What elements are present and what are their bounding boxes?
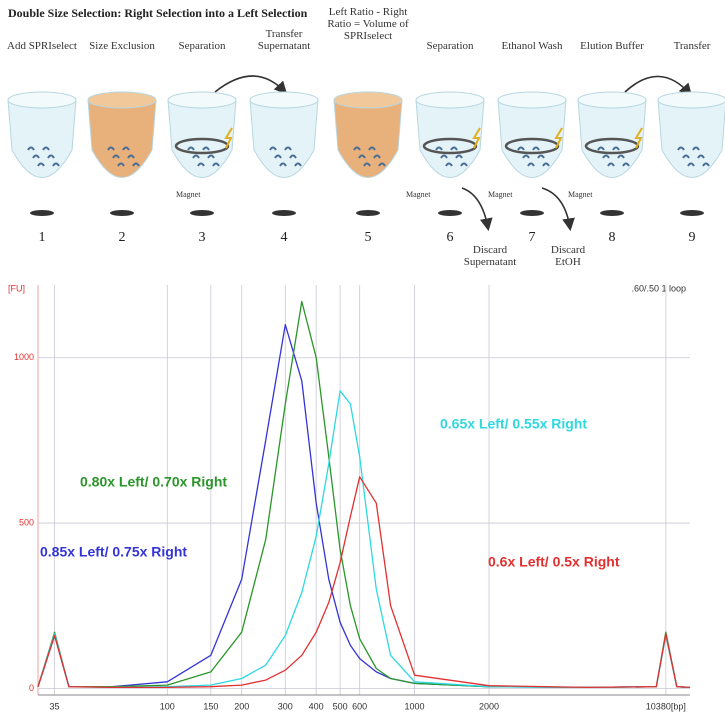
- x-tick-label: 10380[bp]: [646, 701, 686, 711]
- tube: [658, 100, 725, 178]
- step-label: Left Ratio - Right Ratio = Volume of SPR…: [326, 6, 410, 42]
- y-tick-label: 1000: [14, 352, 34, 362]
- series-label: 0.6x Left/ 0.5x Right: [488, 554, 620, 570]
- tube-shadow: [438, 210, 462, 216]
- magnet-label: Magnet: [176, 190, 200, 199]
- tube-rim: [250, 92, 318, 108]
- step-label: Add SPRIselect: [0, 40, 84, 52]
- tube: [250, 100, 318, 178]
- x-tick-label: 500: [333, 701, 348, 711]
- step-number: 4: [269, 230, 299, 246]
- chart-annotation: .60/.50 1 loop: [631, 283, 686, 293]
- step-number: 3: [187, 230, 217, 246]
- series-label: 0.80x Left/ 0.70x Right: [80, 474, 227, 490]
- x-tick-label: 150: [203, 701, 218, 711]
- series-label: 0.65x Left/ 0.55x Right: [440, 416, 587, 432]
- x-tick-label: 300: [278, 701, 293, 711]
- tube-shadow: [680, 210, 704, 216]
- y-tick-label: 500: [19, 517, 34, 527]
- discard-arrow: [542, 188, 570, 228]
- step-number: 7: [517, 230, 547, 246]
- tube-shadow: [520, 210, 544, 216]
- tube-rim: [168, 92, 236, 108]
- step-label: Transfer Supernatant: [242, 28, 326, 52]
- tube-shadow: [30, 210, 54, 216]
- step-label: Separation: [160, 40, 244, 52]
- magnet-label: Magnet: [568, 190, 592, 199]
- tube-rim: [88, 92, 156, 108]
- tube: [8, 100, 76, 178]
- step-label: Transfer: [650, 40, 725, 52]
- transfer-arrow: [625, 76, 690, 94]
- tube-rim: [498, 92, 566, 108]
- step-label: Separation: [408, 40, 492, 52]
- step-number: 1: [27, 230, 57, 246]
- tube-shadow: [190, 210, 214, 216]
- magnet-label: Magnet: [488, 190, 512, 199]
- tube-rim: [416, 92, 484, 108]
- step-label: Elution Buffer: [570, 40, 654, 52]
- magnet-label: Magnet: [406, 190, 430, 199]
- step-number: 8: [597, 230, 627, 246]
- electropherogram: [FU] .60/.50 1 loop 35 100 150 200 300 400 500…: [0, 279, 725, 719]
- tube: [88, 100, 156, 178]
- tube-rim: [578, 92, 646, 108]
- x-tick-label: 1000: [405, 701, 425, 711]
- tube-rim: [8, 92, 76, 108]
- transfer-arrow: [215, 76, 285, 92]
- y-axis-label: [FU]: [8, 283, 25, 293]
- tube-shadow: [600, 210, 624, 216]
- x-tick-label: 600: [352, 701, 367, 711]
- step-label: Size Exclusion: [80, 40, 164, 52]
- step-label: Ethanol Wash: [490, 40, 574, 52]
- series-label: 0.85x Left/ 0.75x Right: [40, 544, 187, 560]
- tube-shadow: [272, 210, 296, 216]
- step-number: 5: [353, 230, 383, 246]
- x-tick-label: 200: [234, 701, 249, 711]
- x-tick-label: 35: [50, 701, 60, 711]
- page: Double Size Selection: Right Selection i…: [0, 0, 725, 719]
- step-number: 2: [107, 230, 137, 246]
- x-tick-label: 400: [309, 701, 324, 711]
- x-tick-label: 100: [160, 701, 175, 711]
- tube-rim: [334, 92, 402, 108]
- tube-shadow: [110, 210, 134, 216]
- x-tick-label: 2000: [479, 701, 499, 711]
- discard-arrow: [462, 188, 488, 228]
- discard-supernatant-note: Discard Supernatant: [460, 244, 520, 268]
- y-tick-label: 0: [29, 683, 34, 693]
- tube-shadow: [356, 210, 380, 216]
- tube-rim: [658, 92, 725, 108]
- step-number: 9: [677, 230, 707, 246]
- step-number: 6: [435, 230, 465, 246]
- tube: [334, 100, 402, 178]
- discard-etoh-note: Discard EtOH: [548, 244, 588, 268]
